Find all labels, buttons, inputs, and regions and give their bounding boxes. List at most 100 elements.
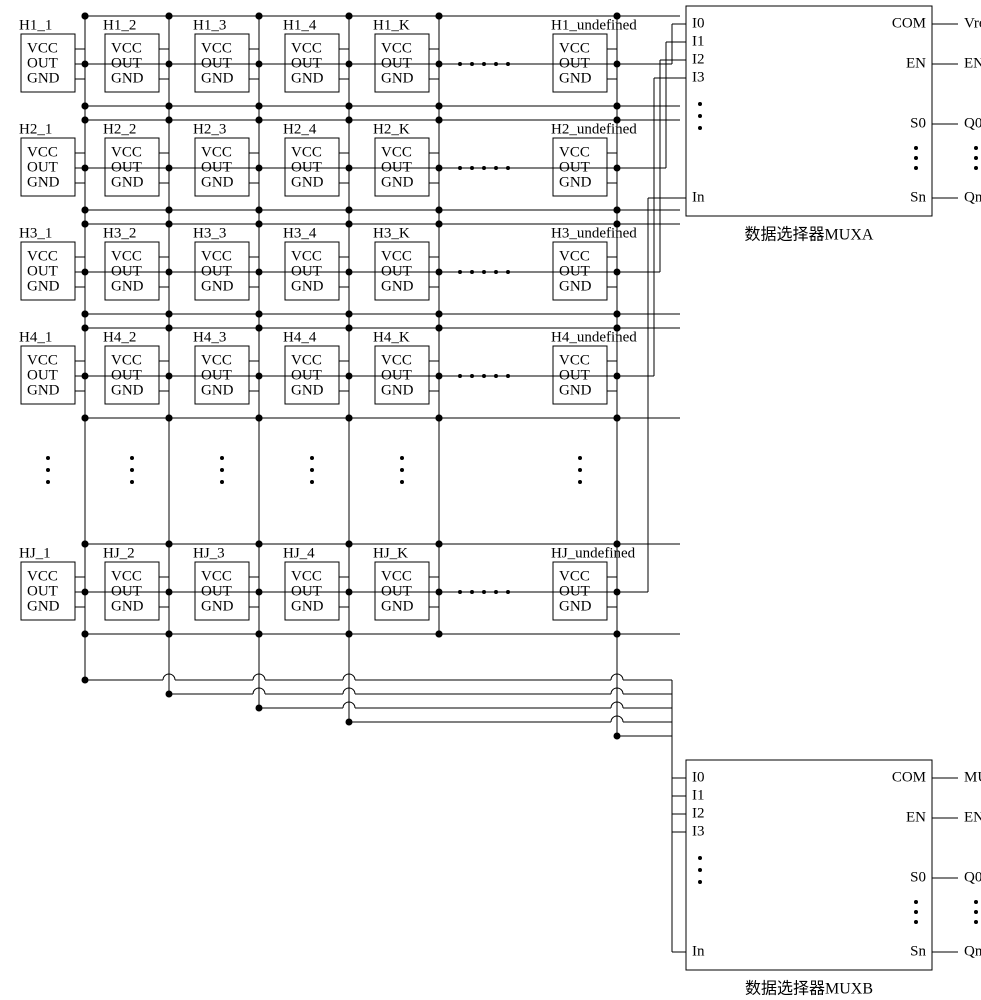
svg-text:OUT: OUT (111, 583, 142, 599)
svg-text:I0: I0 (692, 15, 705, 31)
svg-text:OUT: OUT (201, 55, 232, 71)
svg-text:H2_undefined: H2_undefined (551, 121, 637, 137)
svg-text:VCC: VCC (111, 40, 142, 56)
svg-text:H2_K: H2_K (373, 121, 410, 137)
svg-text:GND: GND (111, 278, 144, 294)
circuit-diagram: VCCOUTGNDH1_1VCCOUTGNDH1_2VCCOUTGNDH1_3V… (0, 0, 981, 1000)
svg-text:VCC: VCC (559, 248, 590, 264)
svg-text:OUT: OUT (27, 583, 58, 599)
svg-text:Qn_L1: Qn_L1 (964, 189, 981, 205)
svg-text:OUT: OUT (201, 583, 232, 599)
svg-text:EN: EN (906, 55, 926, 71)
svg-text:GND: GND (201, 278, 234, 294)
svg-text:OUT: OUT (559, 55, 590, 71)
svg-text:VCC: VCC (27, 352, 58, 368)
svg-text:VCC: VCC (27, 144, 58, 160)
svg-text:OUT: OUT (291, 367, 322, 383)
svg-text:HJ_4: HJ_4 (283, 545, 315, 561)
svg-text:OUT: OUT (291, 263, 322, 279)
svg-text:H1_3: H1_3 (193, 17, 226, 33)
svg-text:VCC: VCC (381, 352, 412, 368)
svg-text:GND: GND (559, 278, 592, 294)
svg-text:GND: GND (111, 382, 144, 398)
svg-text:H3_2: H3_2 (103, 225, 136, 241)
svg-text:VCC: VCC (201, 568, 232, 584)
svg-text:Sn: Sn (910, 943, 926, 959)
svg-text:OUT: OUT (381, 367, 412, 383)
svg-text:I0: I0 (692, 769, 705, 785)
svg-text:GND: GND (27, 174, 60, 190)
svg-text:OUT: OUT (291, 583, 322, 599)
svg-text:H4_4: H4_4 (283, 329, 317, 345)
svg-text:H4_2: H4_2 (103, 329, 136, 345)
svg-text:GND: GND (381, 278, 414, 294)
svg-text:HJ_3: HJ_3 (193, 545, 225, 561)
svg-text:VCC: VCC (27, 40, 58, 56)
svg-text:OUT: OUT (111, 159, 142, 175)
svg-text:COM: COM (892, 769, 926, 785)
svg-text:I1: I1 (692, 787, 705, 803)
svg-text:Qn_L2: Qn_L2 (964, 943, 981, 959)
svg-text:Q0_L1: Q0_L1 (964, 115, 981, 131)
svg-text:VCC: VCC (27, 568, 58, 584)
svg-text:H1_undefined: H1_undefined (551, 17, 637, 33)
svg-text:OUT: OUT (27, 263, 58, 279)
svg-text:H3_undefined: H3_undefined (551, 225, 637, 241)
svg-text:VCC: VCC (201, 352, 232, 368)
svg-text:EN: EN (964, 55, 981, 71)
svg-text:H1_2: H1_2 (103, 17, 136, 33)
svg-text:GND: GND (559, 382, 592, 398)
svg-text:GND: GND (381, 382, 414, 398)
svg-text:S0: S0 (910, 869, 926, 885)
svg-text:Sn: Sn (910, 189, 926, 205)
svg-text:GND: GND (201, 174, 234, 190)
svg-text:OUT: OUT (381, 55, 412, 71)
svg-text:GND: GND (381, 598, 414, 614)
svg-text:VCC: VCC (381, 568, 412, 584)
svg-text:H2_2: H2_2 (103, 121, 136, 137)
svg-text:VCC: VCC (559, 568, 590, 584)
svg-text:OUT: OUT (559, 263, 590, 279)
svg-text:OUT: OUT (559, 583, 590, 599)
svg-text:H4_undefined: H4_undefined (551, 329, 637, 345)
svg-text:OUT: OUT (201, 367, 232, 383)
svg-text:HJ_undefined: HJ_undefined (551, 545, 636, 561)
svg-text:VCC: VCC (381, 144, 412, 160)
svg-text:GND: GND (27, 382, 60, 398)
svg-text:GND: GND (111, 70, 144, 86)
svg-text:H1_K: H1_K (373, 17, 410, 33)
svg-text:VCC: VCC (381, 248, 412, 264)
svg-text:OUT: OUT (381, 263, 412, 279)
svg-text:OUT: OUT (559, 367, 590, 383)
svg-text:EN: EN (964, 809, 981, 825)
svg-text:GND: GND (201, 382, 234, 398)
svg-text:H1_4: H1_4 (283, 17, 317, 33)
svg-text:VCC: VCC (111, 352, 142, 368)
svg-text:VCC: VCC (27, 248, 58, 264)
svg-text:GND: GND (559, 174, 592, 190)
svg-text:COM: COM (892, 15, 926, 31)
svg-text:VCC: VCC (111, 568, 142, 584)
svg-text:VCC: VCC (559, 352, 590, 368)
svg-text:H3_4: H3_4 (283, 225, 317, 241)
svg-text:S0: S0 (910, 115, 926, 131)
svg-text:GND: GND (291, 174, 324, 190)
svg-text:VCC: VCC (111, 248, 142, 264)
svg-text:Q0_L2: Q0_L2 (964, 869, 981, 885)
svg-text:OUT: OUT (27, 55, 58, 71)
svg-text:H3_K: H3_K (373, 225, 410, 241)
svg-text:OUT: OUT (111, 367, 142, 383)
svg-text:OUT: OUT (111, 55, 142, 71)
svg-text:GND: GND (27, 598, 60, 614)
svg-text:H4_1: H4_1 (19, 329, 52, 345)
svg-text:OUT: OUT (27, 367, 58, 383)
svg-text:GND: GND (111, 174, 144, 190)
svg-text:GND: GND (559, 598, 592, 614)
svg-text:GND: GND (201, 598, 234, 614)
svg-text:VCC: VCC (201, 40, 232, 56)
svg-text:Vref: Vref (964, 15, 981, 31)
svg-text:I1: I1 (692, 33, 705, 49)
svg-text:GND: GND (27, 278, 60, 294)
svg-text:OUT: OUT (381, 159, 412, 175)
svg-text:OUT: OUT (381, 583, 412, 599)
